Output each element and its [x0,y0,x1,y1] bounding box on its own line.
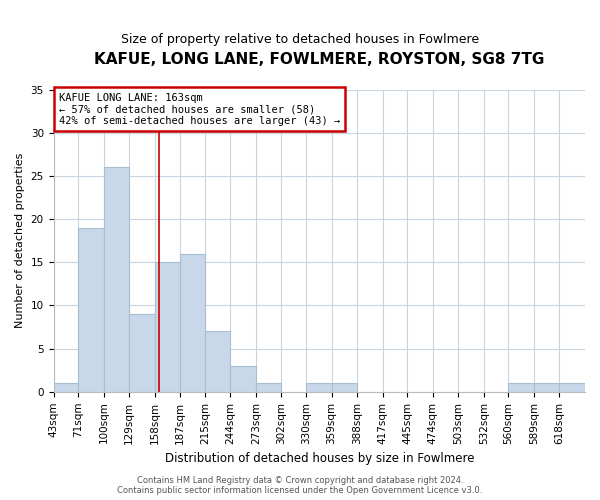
Bar [155,262,180,392]
Bar [129,314,155,392]
Bar [78,228,104,392]
Text: Contains HM Land Registry data © Crown copyright and database right 2024.
Contai: Contains HM Land Registry data © Crown c… [118,476,482,495]
Bar [534,383,559,392]
Y-axis label: Number of detached properties: Number of detached properties [15,153,25,328]
Bar [230,366,256,392]
Bar [205,332,230,392]
Bar [306,383,332,392]
Bar [256,383,281,392]
Title: KAFUE, LONG LANE, FOWLMERE, ROYSTON, SG8 7TG: KAFUE, LONG LANE, FOWLMERE, ROYSTON, SG8… [94,52,544,68]
Text: Size of property relative to detached houses in Fowlmere: Size of property relative to detached ho… [121,32,479,46]
Bar [559,383,585,392]
Bar [508,383,534,392]
Bar [104,167,129,392]
X-axis label: Distribution of detached houses by size in Fowlmere: Distribution of detached houses by size … [164,452,474,465]
Text: KAFUE LONG LANE: 163sqm
← 57% of detached houses are smaller (58)
42% of semi-de: KAFUE LONG LANE: 163sqm ← 57% of detache… [59,92,340,126]
Bar [53,383,78,392]
Bar [332,383,357,392]
Bar [180,254,205,392]
